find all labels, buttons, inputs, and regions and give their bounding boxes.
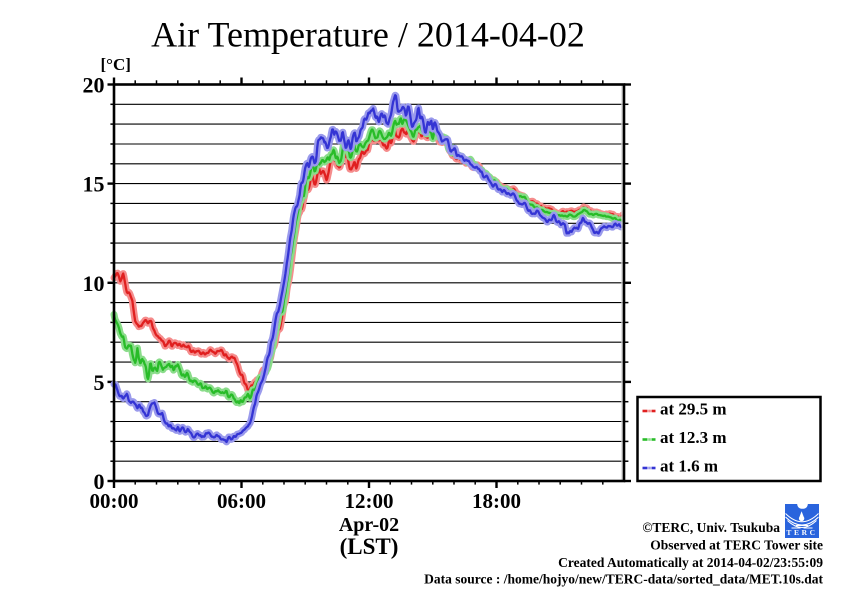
svg-text:at 29.5 m: at 29.5 m	[660, 400, 727, 419]
svg-text:TERC: TERC	[786, 528, 817, 537]
svg-text:(LST): (LST)	[340, 534, 399, 559]
svg-text:15: 15	[83, 172, 105, 197]
svg-text:Data source : /home/hojyo/new/: Data source : /home/hojyo/new/TERC-data/…	[424, 572, 823, 587]
svg-text:at 1.6 m: at 1.6 m	[660, 457, 718, 476]
svg-text:12:00: 12:00	[345, 489, 394, 513]
svg-text:0: 0	[94, 469, 105, 494]
svg-text:5: 5	[94, 370, 105, 395]
svg-text:[°C]: [°C]	[101, 55, 131, 74]
svg-text:Apr-02: Apr-02	[339, 514, 399, 536]
svg-text:06:00: 06:00	[217, 489, 266, 513]
svg-text:20: 20	[83, 73, 105, 98]
svg-text:©TERC, Univ. Tsukuba: ©TERC, Univ. Tsukuba	[642, 520, 780, 535]
svg-text:00:00: 00:00	[90, 489, 139, 513]
svg-text:at 12.3 m: at 12.3 m	[660, 428, 727, 447]
svg-text:Observed at TERC Tower site: Observed at TERC Tower site	[650, 538, 823, 553]
svg-text:Air Temperature / 2014-04-02: Air Temperature / 2014-04-02	[151, 15, 585, 55]
svg-text:10: 10	[83, 271, 105, 296]
svg-text:18:00: 18:00	[472, 489, 521, 513]
svg-text:Created Automatically at 2014-: Created Automatically at 2014-04-02/23:5…	[558, 555, 823, 570]
